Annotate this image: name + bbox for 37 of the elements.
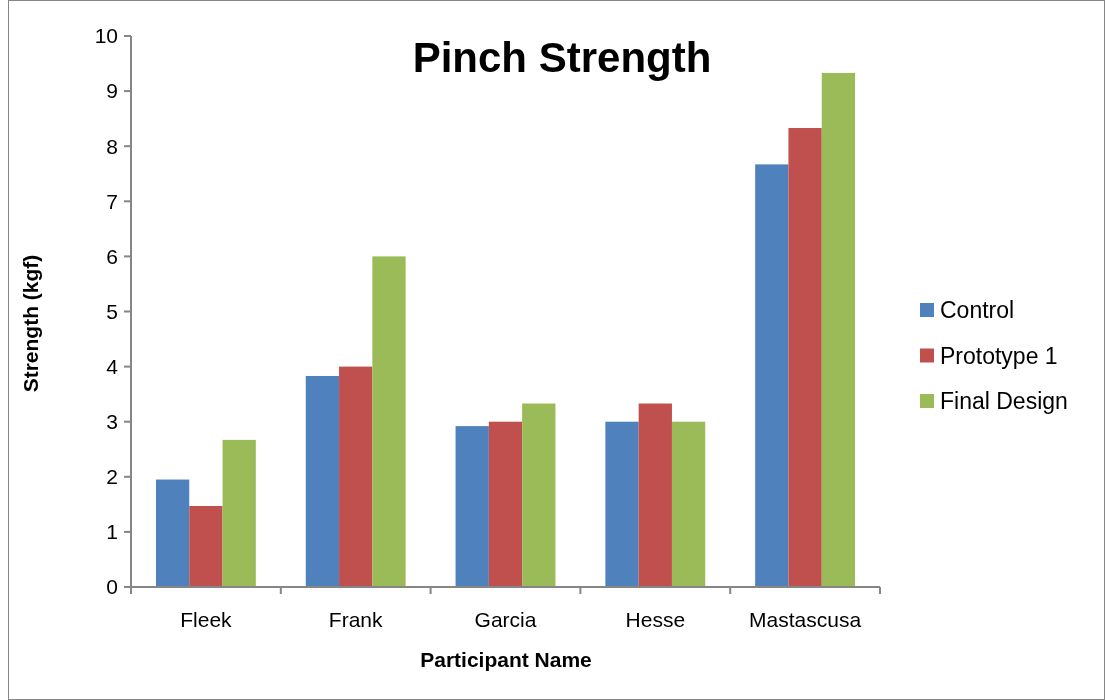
x-axis-title: Participant Name bbox=[420, 648, 592, 671]
y-axis-title: Strength (kgf) bbox=[19, 254, 42, 393]
x-tick-label: Frank bbox=[328, 608, 384, 631]
x-tick-label: Mastascusa bbox=[749, 608, 862, 631]
bar bbox=[339, 366, 373, 587]
bar bbox=[522, 403, 556, 587]
bar bbox=[488, 421, 523, 587]
bar bbox=[821, 72, 856, 587]
legend-label: Prototype 1 bbox=[940, 342, 1058, 369]
y-tick-label: 9 bbox=[106, 79, 118, 103]
bar bbox=[155, 479, 190, 587]
chart-title: Pinch Strength bbox=[412, 34, 712, 81]
y-tick-label: 2 bbox=[106, 465, 118, 489]
bar bbox=[222, 439, 256, 587]
bar bbox=[638, 403, 672, 587]
x-tick-label: Hesse bbox=[625, 608, 686, 631]
legend-label: Final Design bbox=[940, 388, 1068, 415]
y-tick-label: 10 bbox=[94, 24, 118, 48]
bar bbox=[605, 421, 639, 587]
x-tick-label: Fleek bbox=[180, 608, 233, 631]
bar bbox=[305, 375, 340, 587]
y-tick-label: 3 bbox=[106, 410, 118, 434]
x-tick-label: Garcia bbox=[474, 608, 537, 631]
bar bbox=[788, 128, 822, 587]
y-tick-label: 0 bbox=[106, 575, 118, 599]
bar bbox=[755, 164, 789, 587]
bar bbox=[189, 506, 223, 587]
bar bbox=[372, 256, 406, 587]
y-tick-label: 8 bbox=[106, 134, 118, 158]
bar bbox=[671, 421, 706, 587]
y-tick-label: 7 bbox=[106, 189, 118, 213]
y-tick-label: 4 bbox=[106, 354, 119, 378]
y-tick-label: 6 bbox=[106, 244, 118, 268]
y-tick-label: 1 bbox=[106, 520, 118, 544]
legend-label: Control bbox=[940, 297, 1015, 324]
y-tick-label: 5 bbox=[106, 299, 118, 323]
bar bbox=[455, 426, 489, 587]
